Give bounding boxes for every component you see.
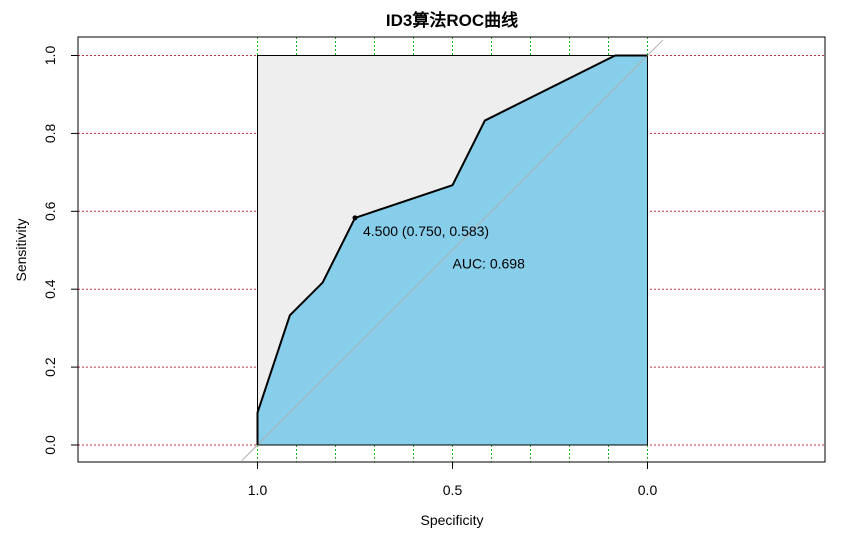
x-axis-label: Specificity (420, 512, 483, 528)
axes: 1.0 0.5 0.0 0.0 0.2 0.4 0.6 0.8 1.0 (42, 46, 657, 498)
y-tick-label-0: 0.0 (42, 435, 58, 455)
y-tick-label-4: 0.8 (42, 123, 58, 143)
auc-label: AUC: 0.698 (453, 255, 526, 271)
roc-lines (241, 39, 664, 461)
x-tick-label-0: 1.0 (248, 482, 268, 498)
y-axis-label: Sensitivity (13, 218, 29, 281)
best-threshold-label: 4.500 (0.750, 0.583) (363, 223, 489, 239)
x-tick-label-2: 0.0 (638, 482, 658, 498)
y-tick-label-5: 1.0 (42, 46, 58, 66)
roc-curve (256, 54, 648, 445)
chart-title: ID3算法ROC曲线 (386, 10, 518, 30)
auc-box (257, 55, 648, 446)
y-tick-label-2: 0.4 (42, 279, 58, 299)
x-tick-label-1: 0.5 (443, 482, 463, 498)
y-tick-label-1: 0.2 (42, 357, 58, 377)
annotations: 4.500 (0.750, 0.583) AUC: 0.698 (352, 215, 526, 271)
y-tick-label-3: 0.6 (42, 201, 58, 221)
diagonal-reference-line (241, 39, 664, 461)
best-threshold-point (352, 215, 358, 221)
